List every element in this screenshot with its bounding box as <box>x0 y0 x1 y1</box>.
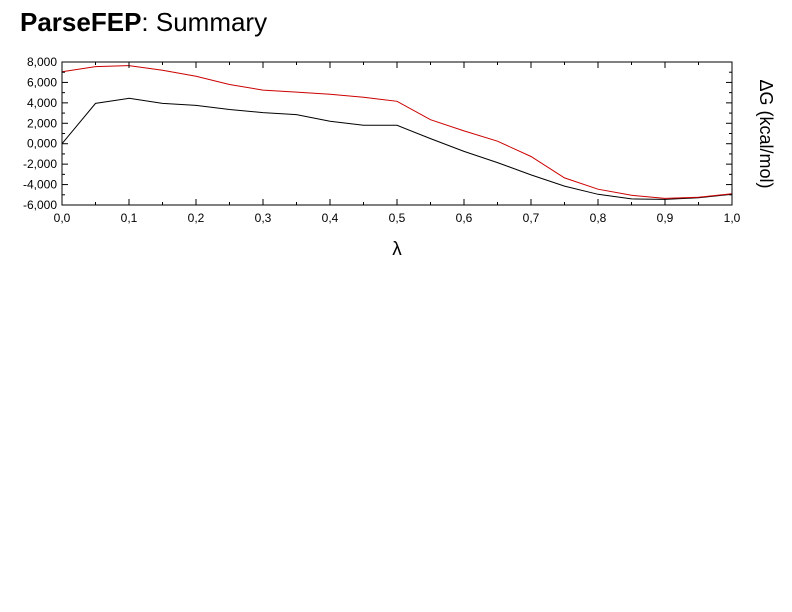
x-tick-label: 0,8 <box>590 211 607 225</box>
y-tick-label: 0,000 <box>27 137 57 151</box>
series-line-2 <box>61 65 733 199</box>
plot-frame <box>61 61 733 206</box>
series-layer <box>61 65 733 200</box>
chart-title: ParseFEP: Summary <box>20 6 267 38</box>
series-line-1 <box>61 97 733 200</box>
x-axis-label: λ <box>392 239 402 260</box>
x-tick-label: 0,1 <box>121 211 138 225</box>
ticks-layer <box>61 61 733 206</box>
y-tick-label: 6,000 <box>27 75 57 89</box>
y-tick-label: -6,000 <box>23 198 57 212</box>
y-tick-label: 4,000 <box>27 96 57 110</box>
x-tick-label: 0,4 <box>322 211 339 225</box>
x-tick-label: 0,2 <box>188 211 205 225</box>
y-tick-label: 2,000 <box>27 116 57 130</box>
y-tick-label: -2,000 <box>23 157 57 171</box>
x-tick-label: 0,6 <box>456 211 473 225</box>
y-axis-label: ΔG (kcal/mol) <box>756 79 776 188</box>
x-tick-label: 0,9 <box>657 211 674 225</box>
x-tick-label: 0,7 <box>523 211 540 225</box>
y-tick-label: 8,000 <box>27 55 57 69</box>
chart-title-suffix: : Summary <box>141 7 268 37</box>
x-tick-label: 1,0 <box>724 211 741 225</box>
chart-title-app: ParseFEP <box>20 7 142 37</box>
x-tick-label: 0,0 <box>54 211 71 225</box>
x-tick-label: 0,3 <box>255 211 272 225</box>
labels-layer: 0,0 0,1 0,2 0,3 0,4 0,5 0,6 0,7 0,8 0,9 1,0 8,000 6,… <box>23 55 741 225</box>
x-tick-label: 0,5 <box>389 211 406 225</box>
y-tick-label: -4,000 <box>23 178 57 192</box>
